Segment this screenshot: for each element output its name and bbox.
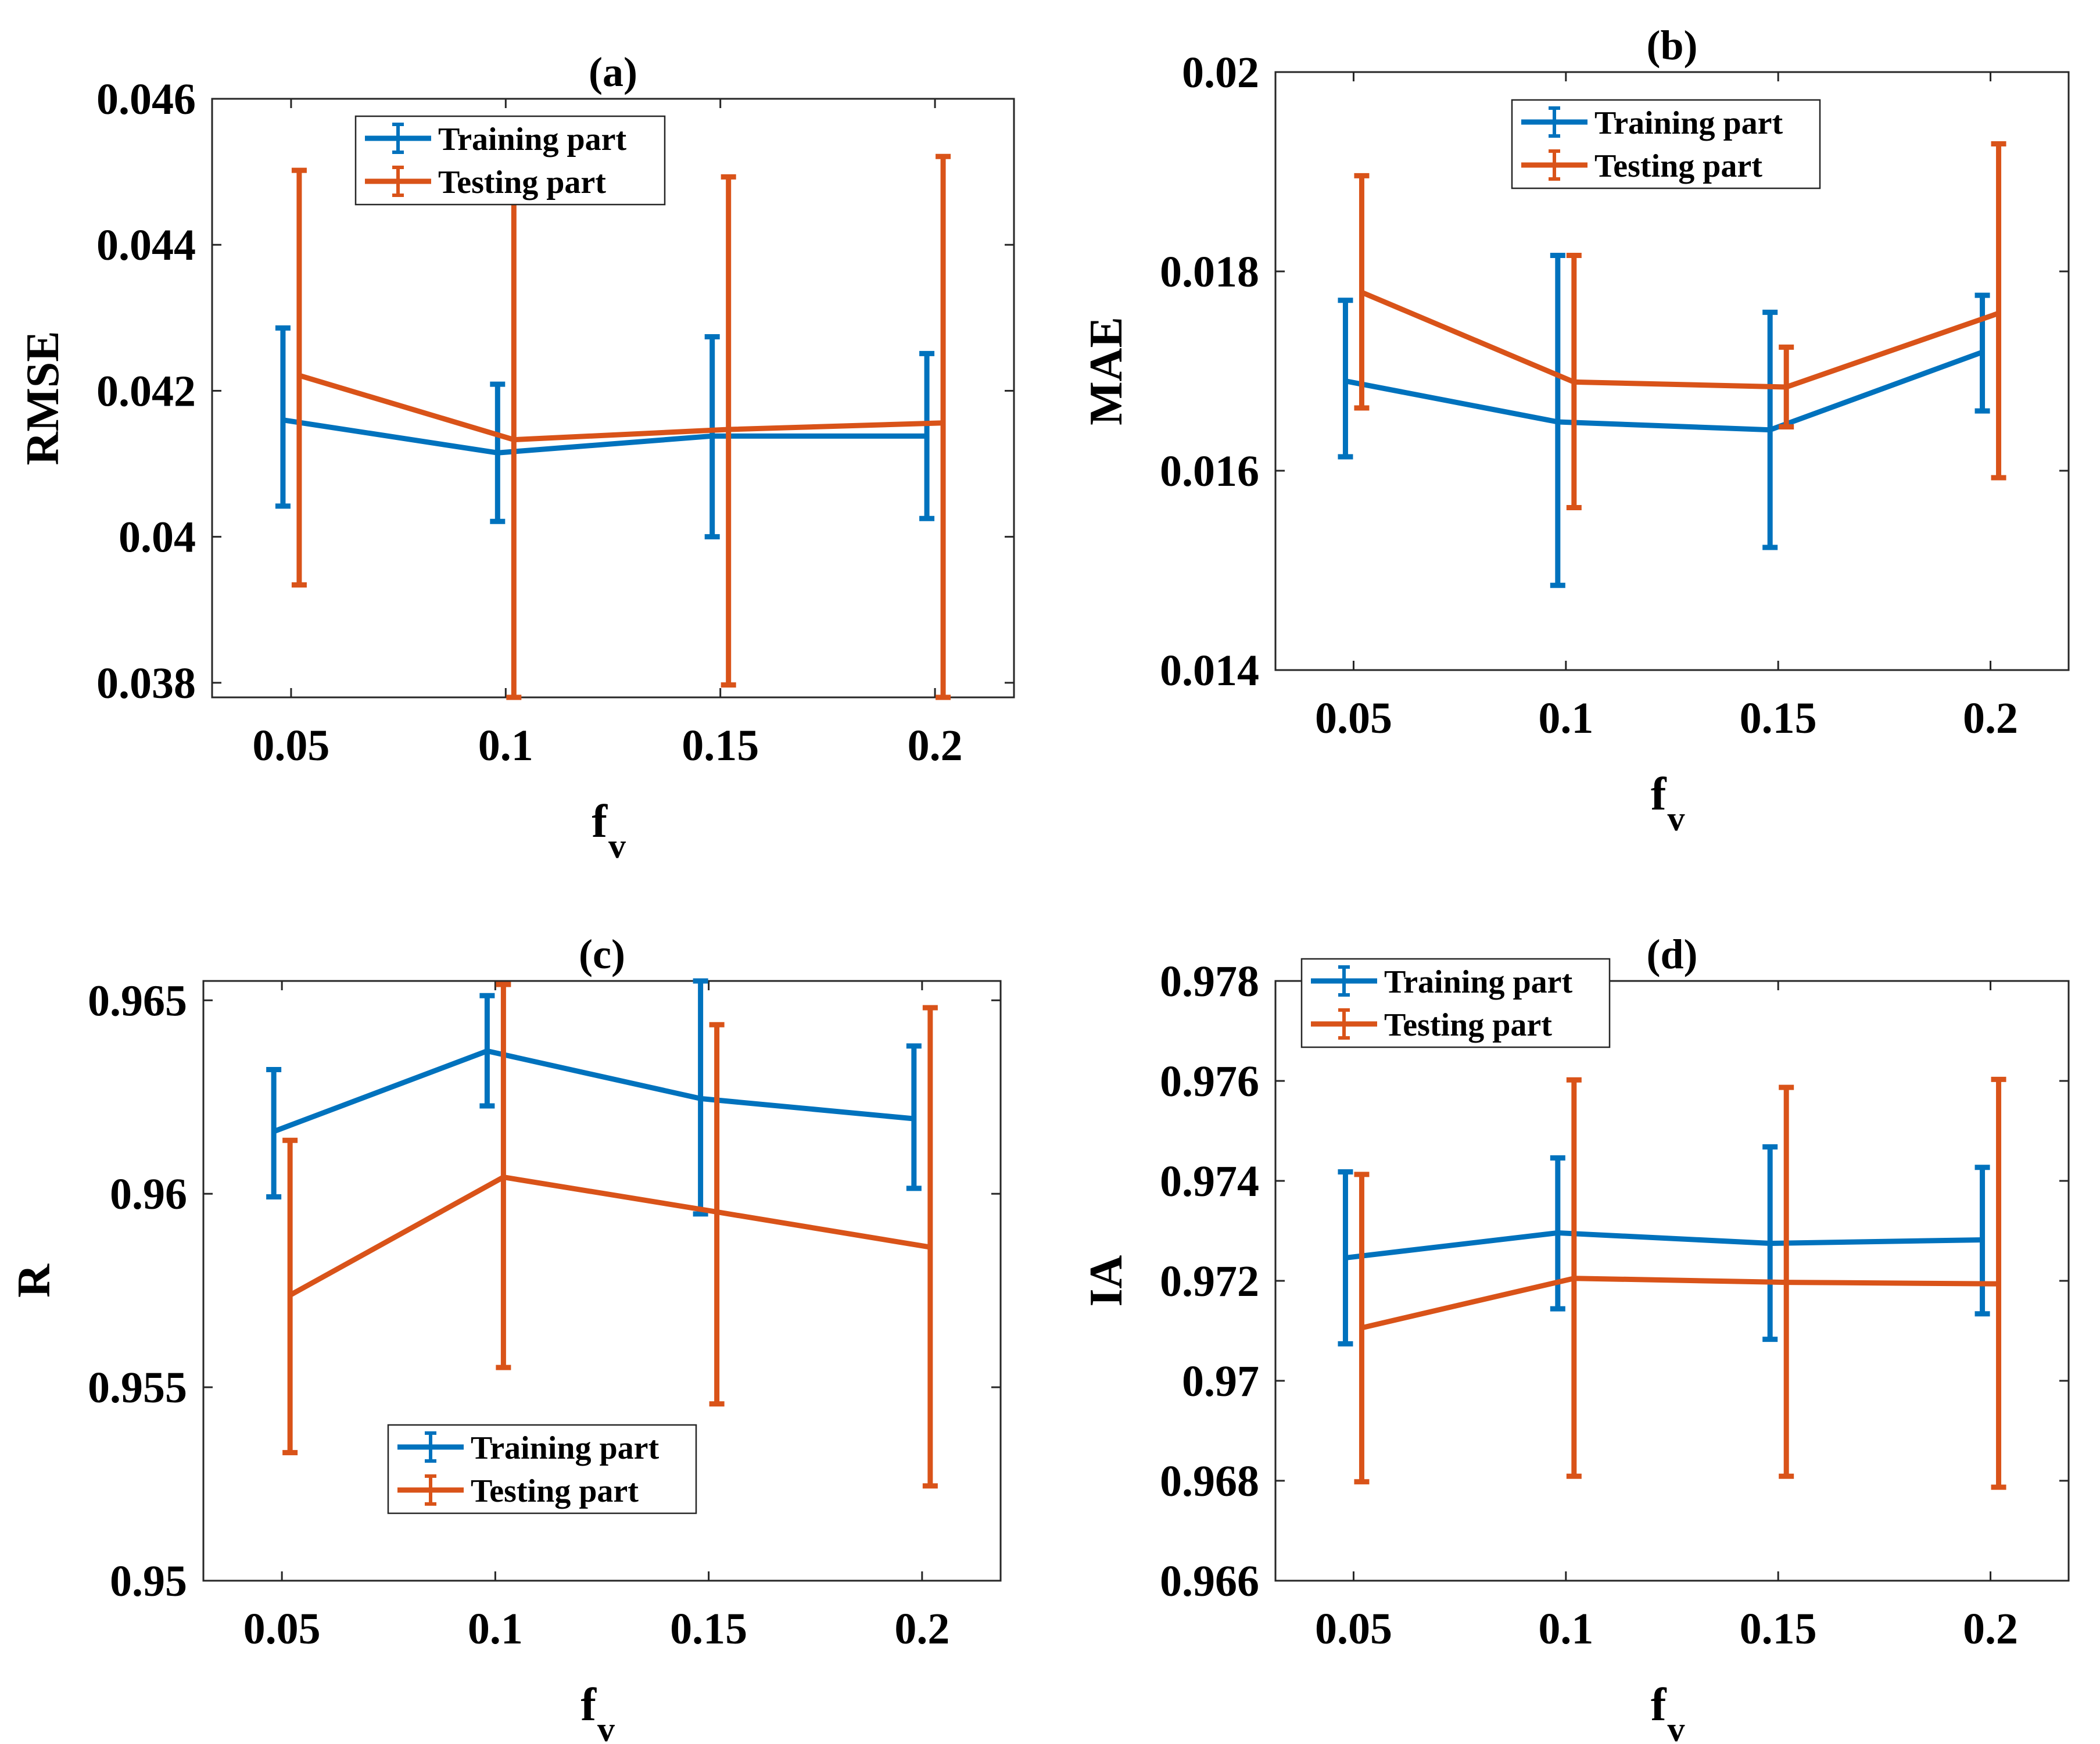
series-training [1338,1144,1990,1347]
x-tick-label: 0.2 [1963,694,2018,743]
y-tick-label: 0.95 [110,1557,187,1606]
legend-box [354,115,666,206]
y-axis-label: IA [1081,1255,1132,1306]
legend-label-testing: Testing part [1594,148,1762,184]
legend: Training part Testing part [387,1424,697,1514]
x-axis-label: f [592,796,608,847]
chart-panel-b: 0.05 0.1 0.15 0.2 0.014 0.016 0.018 0.02 (b) f v MA… [1081,22,2070,838]
x-tick-label: 0.05 [252,721,329,770]
legend-box [1511,99,1821,189]
legend: Training part Testing part [1511,99,1821,189]
series-training [275,325,935,540]
y-tick-label: 0.974 [1160,1157,1259,1206]
x-tick-label: 0.1 [468,1605,523,1653]
series-testing [291,153,951,700]
y-axis-label: MAE [1081,317,1132,425]
series-testing [1354,141,2006,510]
x-tick-label: 0.15 [1740,694,1817,743]
y-tick-label: 0.046 [96,75,196,124]
x-tick-label: 0.15 [682,721,759,770]
x-tick-label: 0.2 [908,721,963,770]
y-tick-label: 0.97 [1182,1357,1259,1406]
y-axis-label: R [9,1263,60,1298]
series-line-training [273,1048,915,1134]
y-tick-label: 0.014 [1160,646,1259,695]
series-line-training [282,417,927,456]
series-line-testing [1361,1276,1999,1331]
x-tick-label: 0.1 [1538,1605,1593,1653]
series-line-testing [288,1174,931,1298]
y-tick-label: 0.972 [1160,1257,1259,1306]
chart-panel-a: 0.05 0.1 0.15 0.2 0.038 0.04 0.042 0.044 0.046 (a… [17,49,1015,865]
legend-label-testing: Testing part [438,164,606,200]
panel-title: (a) [589,49,637,95]
x-tick-label: 0.15 [670,1605,747,1653]
y-tick-label: 0.018 [1160,248,1259,296]
x-tick-label: 0.2 [894,1605,949,1653]
series-line-training [1345,1230,1983,1260]
x-axis-label: f [1651,769,1667,820]
series-line-training [1345,349,1984,433]
y-tick-label: 0.955 [88,1363,187,1412]
y-tick-label: 0.968 [1160,1457,1259,1506]
legend-label-training: Training part [1594,105,1783,141]
series-line-testing [298,373,944,443]
series-training [266,978,922,1217]
x-tick-label: 0.05 [1315,694,1392,743]
series-testing [1354,1076,2006,1490]
x-tick-label: 0.15 [1740,1605,1817,1653]
legend: Training part Testing part [1300,958,1611,1048]
y-tick-label: 0.044 [96,221,196,270]
y-tick-label: 0.976 [1160,1057,1259,1106]
panel-title: (d) [1647,931,1698,977]
legend: Training part Testing part [354,115,666,206]
legend-box [1300,958,1611,1048]
y-tick-label: 0.978 [1160,957,1259,1006]
x-axis-label-subscript: v [1668,800,1685,838]
x-axis-label: f [580,1679,597,1731]
x-tick-label: 0.1 [1538,694,1593,743]
y-tick-label: 0.966 [1160,1557,1259,1606]
x-tick-label: 0.1 [478,721,533,770]
x-axis-label-subscript: v [1668,1710,1685,1744]
series-training [1338,253,1990,588]
y-tick-label: 0.016 [1160,447,1259,496]
y-tick-label: 0.04 [119,513,196,562]
x-axis-label-subscript: v [597,1710,615,1744]
legend-label-training: Training part [471,1430,659,1466]
panel-title: (b) [1647,22,1698,69]
y-tick-label: 0.02 [1182,48,1259,97]
x-axis-label: f [1651,1679,1667,1731]
x-axis-label-subscript: v [608,827,626,865]
series-testing [282,982,938,1489]
chart-panel-c: 0.05 0.1 0.15 0.2 0.95 0.955 0.96 0.965 (c) f v R Tr… [9,931,1002,1744]
series-line-testing [1360,289,2000,390]
chart-panel-d: 0.05 0.1 0.15 0.2 0.966 0.968 0.97 0.972 0.974 0.… [1081,931,2070,1744]
y-tick-label: 0.96 [110,1170,187,1219]
legend-box [387,1424,697,1514]
legend-label-testing: Testing part [1384,1007,1552,1043]
x-tick-label: 0.2 [1963,1605,2018,1653]
legend-label-training: Training part [438,121,626,157]
legend-label-testing: Testing part [471,1473,639,1509]
y-axis-label: RMSE [17,331,69,465]
x-tick-label: 0.05 [1315,1605,1392,1653]
y-tick-label: 0.038 [96,659,196,708]
x-tick-label: 0.05 [243,1605,321,1653]
y-tick-label: 0.965 [88,976,187,1025]
panel-title: (c) [579,931,625,977]
y-tick-label: 0.042 [96,367,196,416]
legend-label-training: Training part [1384,964,1572,1000]
